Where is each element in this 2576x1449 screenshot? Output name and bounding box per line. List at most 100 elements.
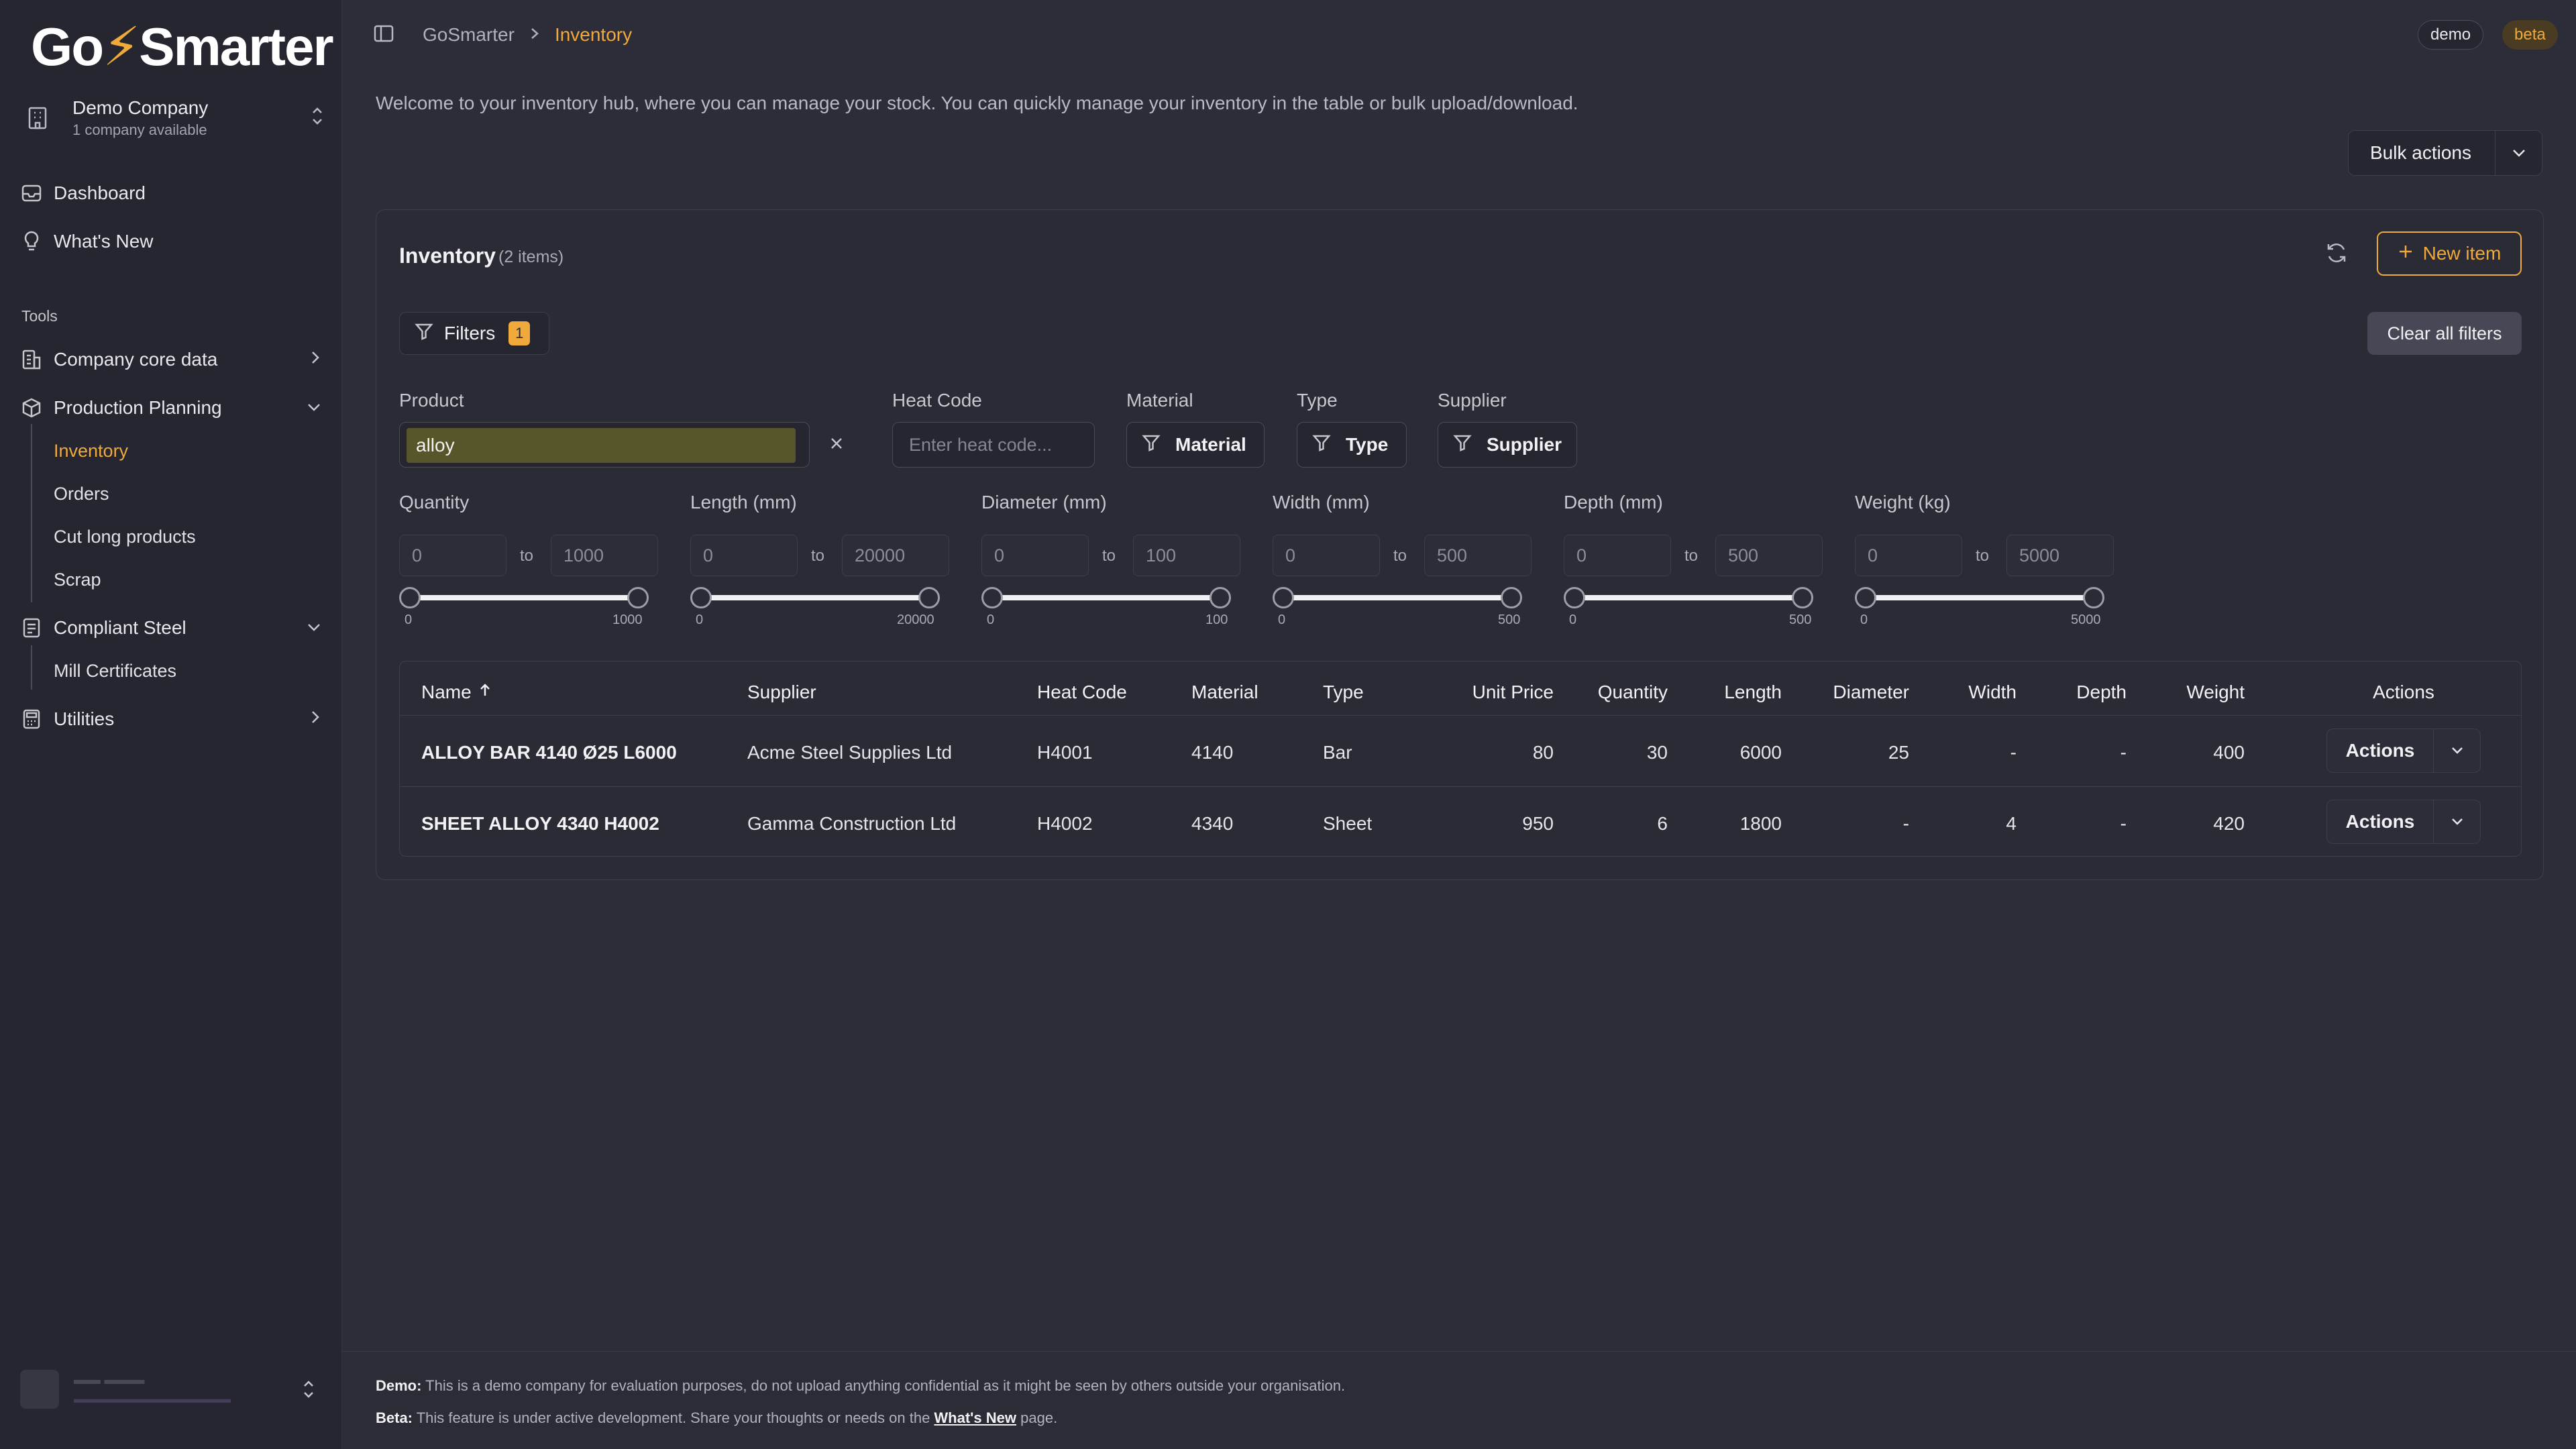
nav-inventory[interactable]: Inventory: [54, 440, 129, 461]
row-actions-button[interactable]: Actions: [2326, 800, 2481, 844]
range-tick-min: 0: [405, 612, 413, 627]
refresh-icon[interactable]: [2324, 241, 2351, 268]
cell-type: Bar: [1323, 742, 1352, 763]
range-to-label: to: [1393, 547, 1407, 565]
column-header-material[interactable]: Material: [1191, 682, 1258, 702]
range-label: Width (mm): [1273, 492, 1370, 513]
type-filter-button-label: Type: [1346, 434, 1389, 455]
nav-mill-certificates[interactable]: Mill Certificates: [54, 660, 177, 681]
range-min-input[interactable]: 0: [1855, 535, 1962, 576]
cell-quantity: 30: [1646, 742, 1668, 763]
column-header-weight[interactable]: Weight: [2186, 682, 2245, 702]
range-min-input[interactable]: 0: [981, 535, 1089, 576]
nav-scrap[interactable]: Scrap: [54, 569, 101, 590]
range-slider-max-handle[interactable]: [1210, 587, 1231, 608]
type-filter-label: Type: [1297, 390, 1338, 411]
range-slider-min-handle[interactable]: [1855, 587, 1876, 608]
cell-name[interactable]: ALLOY BAR 4140 Ø25 L6000: [421, 742, 677, 763]
supplier-filter-label: Supplier: [1438, 390, 1507, 411]
range-slider-min-handle[interactable]: [690, 587, 712, 608]
plus-icon: [2398, 243, 2414, 264]
column-header-diameter[interactable]: Diameter: [1833, 682, 1909, 702]
inventory-card: Inventory (2 items) New item Filters 1 C…: [376, 209, 2544, 880]
nav-cut-long-products[interactable]: Cut long products: [54, 526, 196, 547]
nav-production-planning[interactable]: Production Planning: [20, 389, 322, 427]
range-tick-max: 1000: [612, 612, 643, 627]
chevron-down-icon[interactable]: [2433, 729, 2480, 772]
column-header-unit-price[interactable]: Unit Price: [1472, 682, 1554, 702]
supplier-filter-button[interactable]: Supplier: [1438, 422, 1577, 468]
range-slider-track[interactable]: [410, 595, 638, 600]
column-header-heat-code[interactable]: Heat Code: [1037, 682, 1127, 702]
range-tick-min: 0: [987, 612, 995, 627]
heat-code-input[interactable]: [892, 422, 1095, 468]
range-slider-min-handle[interactable]: [399, 587, 421, 608]
nav-compliant-steel[interactable]: Compliant Steel: [20, 609, 322, 647]
range-slider-max-handle[interactable]: [918, 587, 940, 608]
whats-new-link[interactable]: What's New: [934, 1409, 1017, 1426]
nav-whats-new[interactable]: What's New: [20, 223, 322, 260]
range-min-input[interactable]: 0: [1273, 535, 1380, 576]
range-slider-max-handle[interactable]: [2083, 587, 2104, 608]
clear-all-filters-button[interactable]: Clear all filters: [2367, 312, 2522, 355]
type-filter-button[interactable]: Type: [1297, 422, 1407, 468]
chevron-down-icon[interactable]: [2433, 800, 2480, 843]
breadcrumb-root[interactable]: GoSmarter: [423, 24, 515, 45]
cell-quantity: 6: [1657, 813, 1668, 834]
app-logo[interactable]: Go⚡Smarter: [31, 17, 334, 76]
range-max-input[interactable]: 500: [1715, 535, 1823, 576]
range-slider-track[interactable]: [1866, 595, 2094, 600]
range-slider-track[interactable]: [992, 595, 1220, 600]
column-header-depth[interactable]: Depth: [2076, 682, 2127, 702]
filters-toggle-button[interactable]: Filters 1: [399, 312, 549, 355]
lightbulb-icon: [20, 230, 43, 253]
range-slider-max-handle[interactable]: [627, 587, 649, 608]
column-header-width[interactable]: Width: [1968, 682, 2017, 702]
company-switcher[interactable]: Demo Company 1 company available: [20, 93, 325, 144]
chevron-down-icon[interactable]: [2495, 131, 2542, 175]
column-header-actions: Actions: [2373, 682, 2434, 702]
range-min-input[interactable]: 0: [690, 535, 798, 576]
row-actions-label[interactable]: Actions: [2345, 811, 2415, 832]
row-actions-button[interactable]: Actions: [2326, 729, 2481, 773]
range-slider-track[interactable]: [1283, 595, 1511, 600]
range-max-input[interactable]: 1000: [551, 535, 658, 576]
column-header-supplier[interactable]: Supplier: [747, 682, 816, 702]
nav-orders[interactable]: Orders: [54, 483, 109, 504]
close-icon[interactable]: [823, 430, 850, 457]
range-max-input[interactable]: 20000: [842, 535, 949, 576]
user-menu[interactable]: ▬▬ ▬▬▬ ▬▬▬▬▬▬▬▬▬▬▬▬▬: [20, 1366, 322, 1413]
column-header-quantity[interactable]: Quantity: [1597, 682, 1668, 702]
range-slider-track[interactable]: [1574, 595, 1803, 600]
file-icon: [20, 616, 43, 639]
nav-company-core-data[interactable]: Company core data: [20, 341, 322, 378]
bulk-actions-button[interactable]: Bulk actions: [2348, 130, 2542, 176]
range-max-input[interactable]: 5000: [2006, 535, 2114, 576]
range-tick-min: 0: [696, 612, 704, 627]
cell-name[interactable]: SHEET ALLOY 4340 H4002: [421, 813, 659, 834]
range-min-input[interactable]: 0: [399, 535, 506, 576]
column-header-name[interactable]: Name: [421, 682, 492, 703]
product-filter-input[interactable]: [407, 428, 796, 463]
range-slider-track[interactable]: [701, 595, 929, 600]
range-to-label: to: [1102, 547, 1116, 565]
range-slider-min-handle[interactable]: [1273, 587, 1294, 608]
range-to-label: to: [1976, 547, 1990, 565]
row-actions-label[interactable]: Actions: [2345, 740, 2415, 761]
cell-weight: 400: [2213, 742, 2245, 763]
range-slider-max-handle[interactable]: [1501, 587, 1522, 608]
range-slider-min-handle[interactable]: [981, 587, 1003, 608]
material-filter-button[interactable]: Material: [1126, 422, 1265, 468]
nav-dashboard[interactable]: Dashboard: [20, 174, 322, 212]
chevrons-up-down-icon[interactable]: [301, 1378, 317, 1405]
new-item-button[interactable]: New item: [2377, 231, 2522, 276]
column-header-length[interactable]: Length: [1724, 682, 1782, 702]
range-max-input[interactable]: 100: [1133, 535, 1240, 576]
range-min-input[interactable]: 0: [1564, 535, 1671, 576]
range-slider-max-handle[interactable]: [1792, 587, 1813, 608]
column-header-type[interactable]: Type: [1323, 682, 1364, 702]
sidebar-toggle-icon[interactable]: [373, 23, 396, 46]
nav-utilities[interactable]: Utilities: [20, 700, 322, 738]
range-max-input[interactable]: 500: [1424, 535, 1532, 576]
range-slider-min-handle[interactable]: [1564, 587, 1585, 608]
